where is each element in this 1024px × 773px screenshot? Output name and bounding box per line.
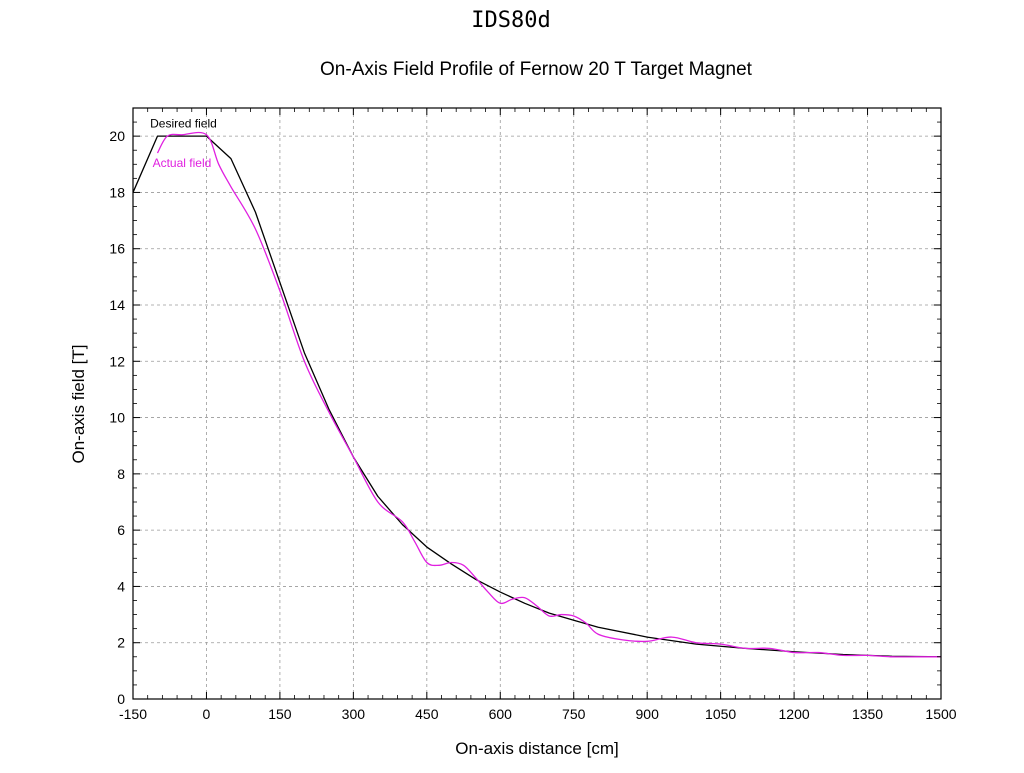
y-tick-label: 12	[109, 353, 125, 369]
y-tick-label: 16	[109, 241, 125, 257]
x-tick-label: 150	[268, 706, 292, 722]
chart-suptitle: IDS80d	[471, 8, 550, 33]
y-tick-label: 0	[117, 691, 125, 707]
y-tick-label: 6	[117, 522, 125, 538]
axis-ticks: -150 0 150 300 450 600 750 900 1050 1200 1350 15000…	[109, 108, 957, 722]
grid-lines	[133, 108, 941, 699]
x-tick-label: 1200	[779, 706, 810, 722]
x-tick-label: 900	[636, 706, 660, 722]
y-tick-label: 8	[117, 466, 125, 482]
chart-title: On-Axis Field Profile of Fernow 20 T Tar…	[320, 59, 753, 80]
x-axis-label: On-axis distance [cm]	[455, 739, 618, 758]
x-tick-label: 0	[203, 706, 211, 722]
x-tick-label: 750	[562, 706, 586, 722]
actual-field-annotation: Actual field	[153, 156, 212, 170]
y-tick-label: 18	[109, 184, 125, 200]
annotations: Desired field Actual field	[150, 117, 217, 170]
y-tick-label: 4	[117, 578, 125, 594]
x-tick-label: 450	[415, 706, 439, 722]
y-tick-label: 2	[117, 635, 125, 651]
x-tick-label: 1050	[705, 706, 736, 722]
y-tick-label: 20	[109, 128, 125, 144]
x-tick-label: 300	[342, 706, 366, 722]
series-lines	[132, 131, 942, 658]
x-tick-label: 1500	[925, 706, 956, 722]
y-tick-label: 14	[109, 297, 125, 313]
x-tick-label: -150	[119, 706, 147, 722]
x-tick-label: 600	[489, 706, 513, 722]
y-tick-label: 10	[109, 410, 125, 426]
y-axis-label: On-axis field [T]	[69, 344, 88, 463]
desired-field-annotation: Desired field	[150, 117, 217, 131]
actual-field-line	[156, 131, 941, 658]
x-tick-label: 1350	[852, 706, 883, 722]
